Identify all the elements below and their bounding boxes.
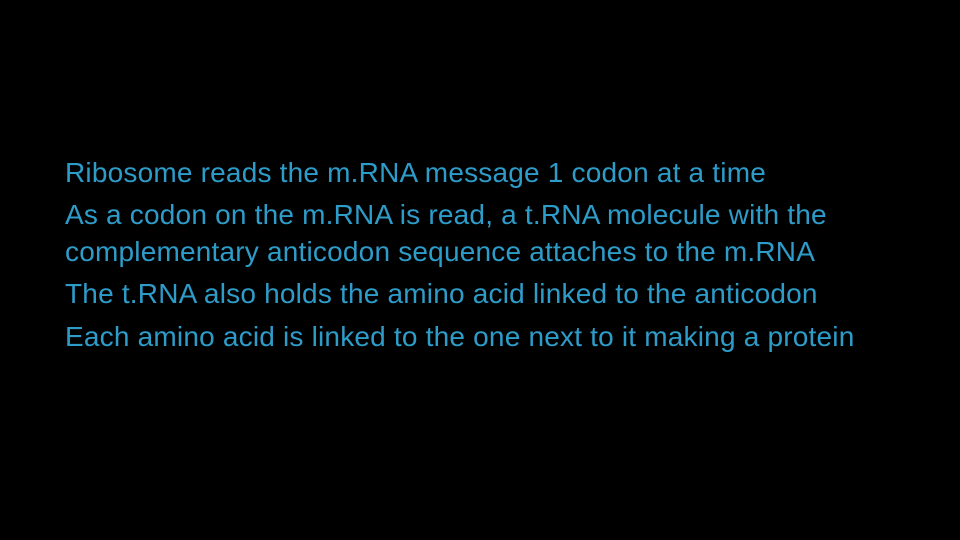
bullet-line: Ribosome reads the m.RNA message 1 codon…	[65, 155, 905, 191]
bullet-line: Each amino acid is linked to the one nex…	[65, 319, 905, 355]
bullet-line: The t.RNA also holds the amino acid link…	[65, 276, 905, 312]
bullet-line: As a codon on the m.RNA is read, a t.RNA…	[65, 197, 905, 270]
slide-body: Ribosome reads the m.RNA message 1 codon…	[65, 155, 905, 361]
